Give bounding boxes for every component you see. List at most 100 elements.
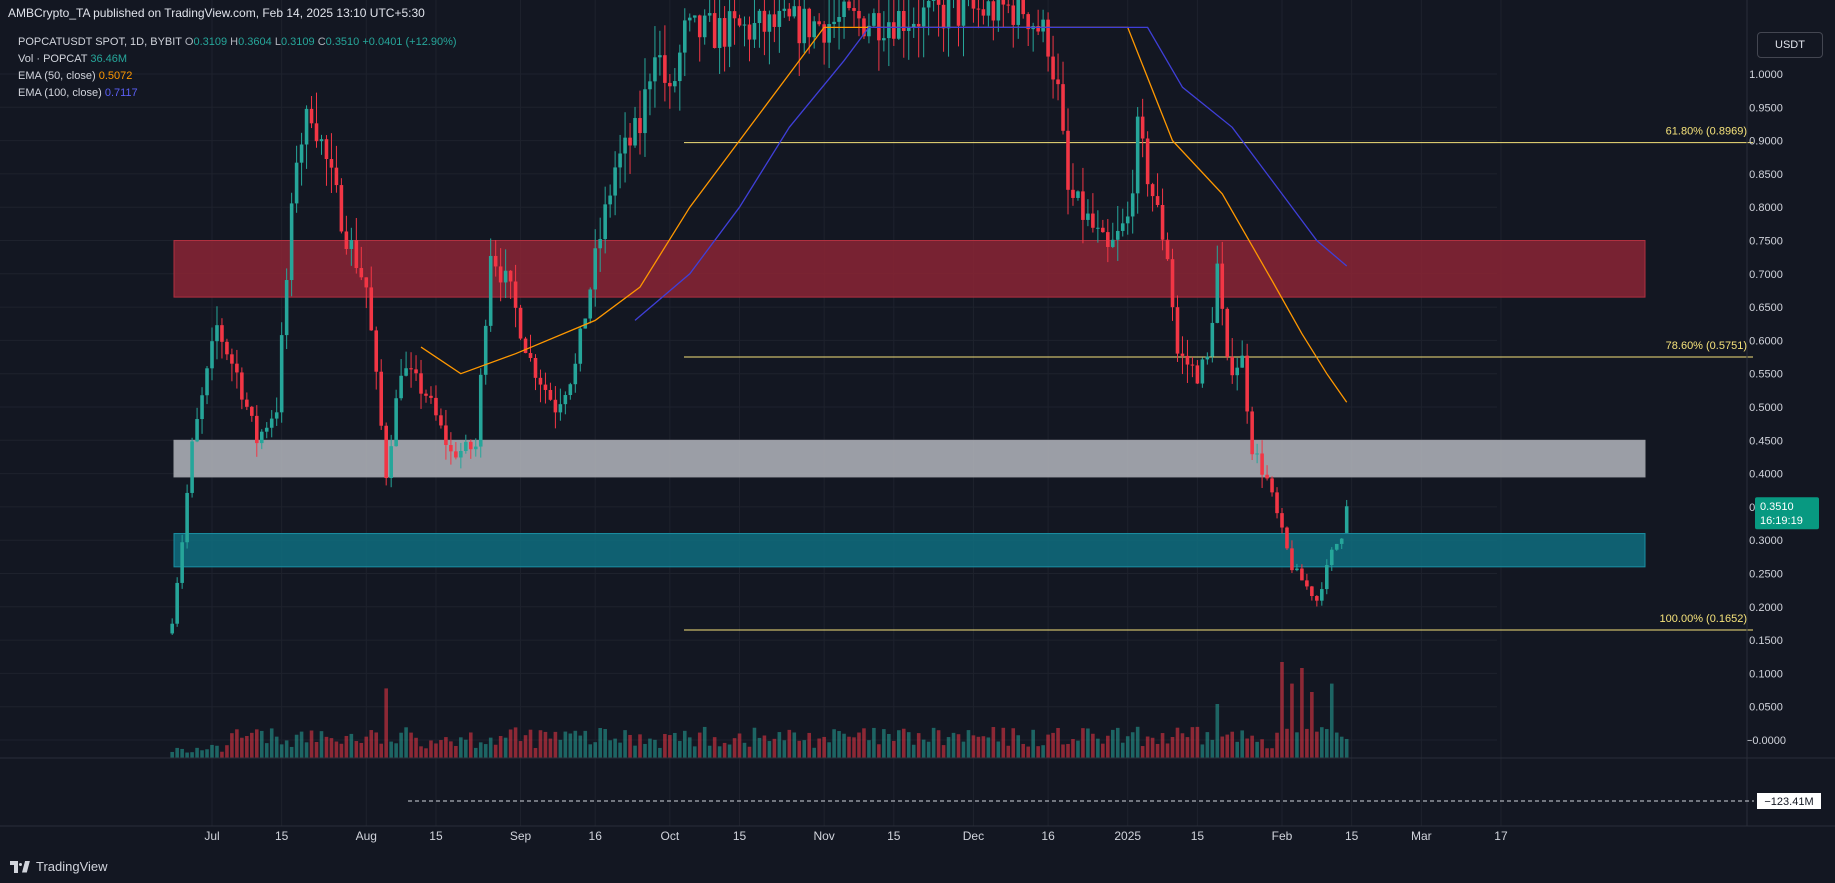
volume-bar [608,740,612,758]
candle-body [449,445,453,452]
candle-body [299,144,304,163]
volume-bar [394,743,398,758]
volume-bar [1056,727,1060,758]
candle-body [757,10,762,24]
candle-body [1334,543,1339,550]
volume-bar [354,741,359,758]
candle-body [802,8,807,44]
candle-body [314,123,319,142]
candle-body [200,395,204,420]
candle-body [1265,474,1269,479]
volume-bar [269,728,274,758]
candle-body [1235,367,1240,376]
volume-bar [916,733,921,758]
candle-body [563,395,568,405]
volume-bar [941,745,946,758]
y-tick-label: 0.8000 [1749,202,1783,214]
volume-bar [1245,738,1249,758]
volume-bar [588,744,593,758]
volume-bar [906,732,911,758]
volume-bar [235,729,239,758]
volume-bar [1320,727,1324,758]
candle-body [389,446,393,479]
volume-value: 36.46M [90,53,128,65]
candle-body [588,289,593,319]
candle-body [573,363,578,385]
candle-body [827,24,831,43]
volume-bar [483,744,488,758]
volume-bar [1135,726,1140,758]
volume-bar [1285,728,1289,758]
volume-bar [702,726,707,758]
candle-body [254,415,259,444]
candle-body [593,248,598,290]
volume-bar [633,745,637,758]
candle-body [344,231,349,249]
volume-bar [254,729,259,758]
candle-body [454,451,458,458]
volume-bar [911,744,916,758]
candle-body [817,21,821,25]
y-tick-label: 0.4000 [1749,469,1783,481]
candle-body [429,395,433,398]
candle-body [339,185,344,232]
candle-body [618,153,622,168]
volume-bar [568,733,573,758]
volume-bar [1051,732,1055,758]
candle-body [807,8,812,38]
volume-bar [792,732,797,758]
y-tick-label: 1.0000 [1749,69,1783,81]
volume-bar [1011,728,1016,758]
candle-body [279,335,284,413]
volume-bar [299,731,304,758]
resistance-zone [173,240,1646,298]
candle-body [175,582,179,624]
candle-body [409,368,413,370]
candle-body [274,412,279,419]
candle-body [837,17,841,22]
volume-bar [663,733,667,758]
volume-bar [558,739,563,758]
volume-bar [1110,729,1115,758]
volume-bar [737,733,742,758]
y-tick-label: 0.9500 [1749,102,1783,114]
volume-bar [210,744,214,758]
volume-bar [1106,735,1110,758]
candle-body [1101,227,1105,233]
candle-body [483,325,488,375]
volume-bar [872,727,876,758]
volume-bar [449,741,453,758]
candle-body [444,425,448,446]
volume-bar [563,731,568,758]
candle-body [926,0,931,8]
volume-bar [439,740,443,758]
x-tick-label: 2025 [1114,829,1141,843]
volume-bar [712,737,717,758]
candle-body [518,307,523,339]
currency-button[interactable]: USDT [1757,32,1823,58]
candle-body [777,10,782,27]
volume-bar [543,731,548,758]
volume-bar [986,737,991,758]
fib-label: 61.80% (0.8969) [1666,126,1747,138]
volume-bar [1195,726,1200,758]
volume-bar [1180,733,1185,758]
candle-body [543,384,548,390]
legend-ema50-row: EMA (50, close) 0.5072 [18,68,457,85]
candle-body [1135,116,1140,194]
volume-bar [220,751,224,758]
ema100-value: 0.7117 [104,87,138,99]
candle-body [1041,19,1045,32]
candle-body [230,354,234,364]
volume-bar [1016,735,1021,758]
volume-bar [887,734,891,758]
candle-body [364,277,369,288]
volume-bar [842,733,846,758]
volume-bar [578,735,583,758]
volume-bar [1339,736,1344,758]
candle-body [658,55,662,58]
volume-bar [264,743,269,758]
candle-body [503,270,508,283]
y-tick-label: 0.2500 [1749,569,1783,581]
